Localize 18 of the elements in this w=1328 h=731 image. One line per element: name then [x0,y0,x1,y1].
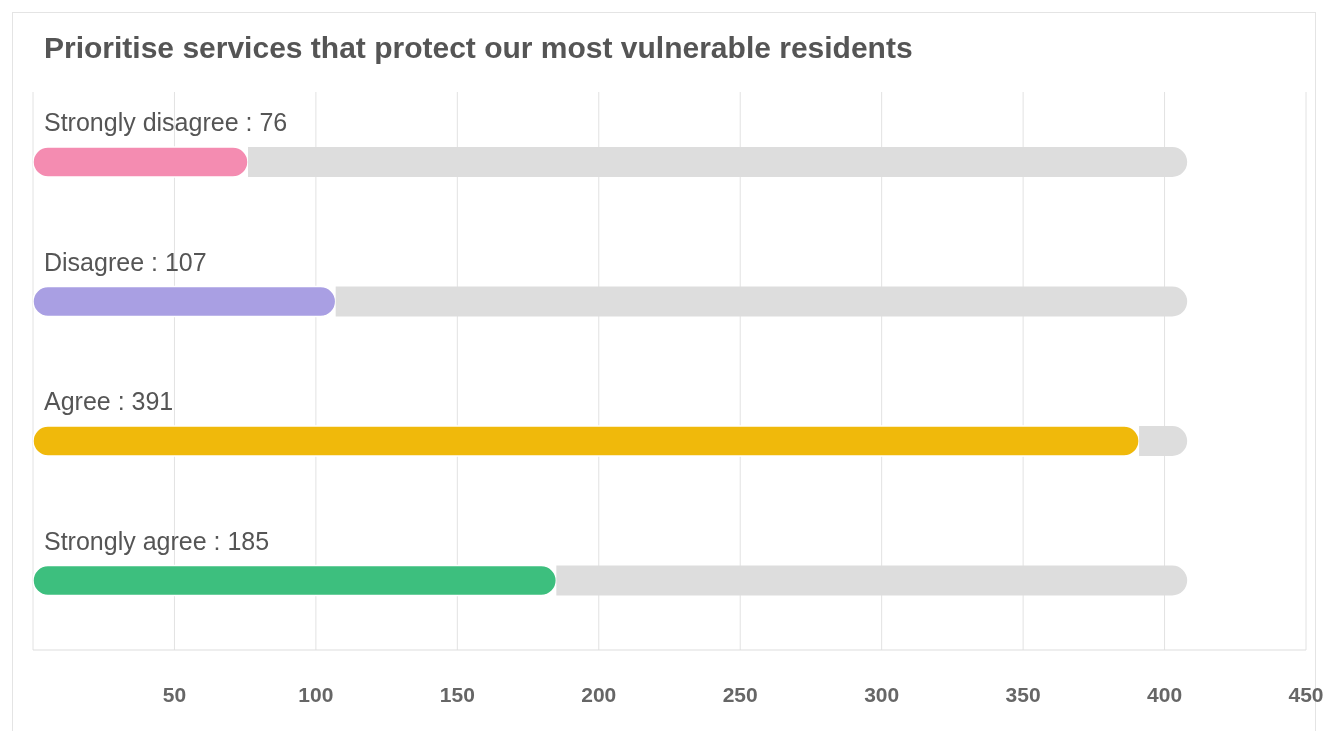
x-tick-label: 400 [1147,683,1183,707]
y-tick-label: Disagree : 107 [44,247,207,276]
bar [33,425,1140,457]
bar [33,285,337,318]
bar [33,564,558,597]
y-tick-label: Strongly agree : 185 [44,526,270,555]
x-tick-label: 100 [298,683,334,707]
chart-title: Prioritise services that protect our most vulnerable residents [44,31,913,64]
x-tick-label: 300 [864,683,900,707]
x-tick-label: 50 [162,683,187,707]
y-tick-label: Strongly disagree : 76 [44,108,288,136]
x-tick-label: 250 [722,683,758,707]
x-tick-label: 150 [439,683,475,707]
x-tick-label: 450 [1288,683,1324,707]
x-tick-label: 200 [581,683,617,707]
y-tick-label: Agree : 391 [44,387,174,415]
x-tick-label: 350 [1005,683,1041,707]
bar [33,146,249,178]
